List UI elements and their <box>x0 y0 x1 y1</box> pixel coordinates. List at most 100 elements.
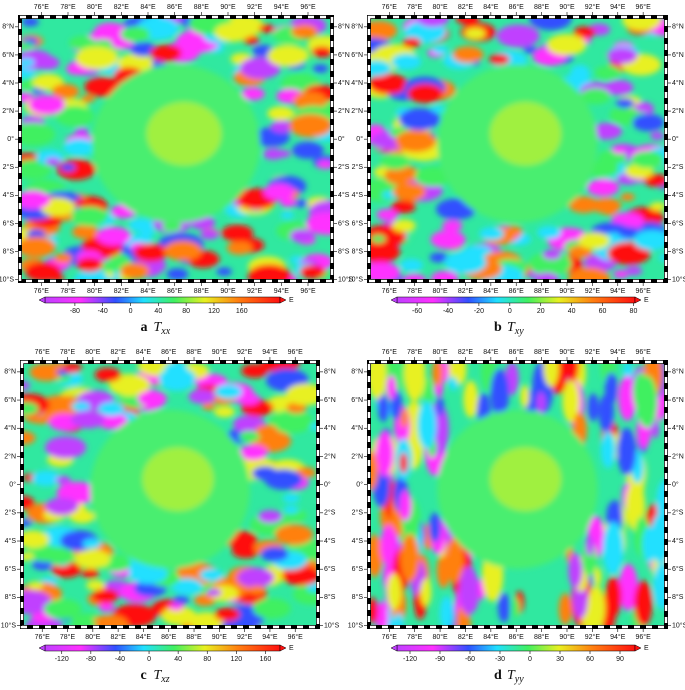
lon-label: 96°E <box>636 287 652 295</box>
blob <box>291 24 318 39</box>
blob <box>370 234 386 243</box>
blob <box>53 253 73 264</box>
colorbar <box>396 644 636 652</box>
blob <box>20 42 34 51</box>
lon-label: 80°E <box>87 287 103 295</box>
lat-label: 2°S <box>5 509 17 517</box>
lat-label: 8°S <box>5 593 17 601</box>
blob <box>395 129 437 153</box>
lon-label: 92°E <box>585 633 601 641</box>
lat-label: 4°N <box>324 424 336 432</box>
lon-label: 94°E <box>262 633 278 641</box>
lon-label: 82°E <box>458 348 474 356</box>
lon-label: 94°E <box>610 633 626 641</box>
lon-label: 76°E <box>35 348 51 356</box>
blob <box>593 567 602 587</box>
colorbar-end <box>634 644 642 652</box>
lon-label: 94°E <box>610 3 626 11</box>
lon-label: 90°E <box>220 3 236 11</box>
blob <box>479 227 505 241</box>
blob <box>400 408 408 428</box>
blob <box>369 362 387 400</box>
blob <box>289 229 315 243</box>
colorbar-label: -40 <box>115 656 125 663</box>
blob <box>263 148 284 160</box>
blob <box>403 362 426 402</box>
lat-label: 4°S <box>338 191 350 199</box>
blob <box>369 597 378 624</box>
blob <box>632 113 665 132</box>
colorbar-label: 60 <box>599 308 607 315</box>
blob <box>239 57 281 80</box>
blob <box>171 578 203 595</box>
blob <box>587 585 606 627</box>
blob <box>28 581 44 590</box>
blob <box>96 412 128 430</box>
blob <box>444 251 487 274</box>
blob <box>543 362 559 387</box>
lon-label: 82°E <box>114 287 130 295</box>
blob <box>214 384 243 400</box>
blob <box>263 183 295 201</box>
panel-letter: a <box>141 320 148 335</box>
colorbar <box>396 296 636 304</box>
lat-label: 6°S <box>352 219 364 227</box>
lon-label: 80°E <box>432 3 448 11</box>
blob <box>20 236 56 258</box>
lat-label: 6°N <box>324 396 336 404</box>
colorbar-label: 30 <box>556 656 564 663</box>
frame-dash <box>367 360 668 629</box>
lat-label: 8°S <box>672 247 684 255</box>
blob <box>32 559 53 571</box>
lat-label: 8°N <box>338 23 350 31</box>
lon-label: 82°E <box>111 633 127 641</box>
blob <box>20 159 51 180</box>
blob <box>75 127 89 135</box>
blob <box>653 562 666 610</box>
blob <box>568 553 583 589</box>
blob <box>618 375 637 421</box>
lat-label: 4°S <box>5 537 17 545</box>
blob <box>430 105 445 113</box>
blob <box>375 431 394 477</box>
blob <box>74 549 111 569</box>
frame-dash <box>367 15 668 283</box>
blob <box>439 596 454 627</box>
lon-label: 88°E <box>186 633 202 641</box>
blob <box>137 390 167 407</box>
blob <box>430 271 459 281</box>
lat-label: 8°S <box>352 593 364 601</box>
blob <box>45 497 79 516</box>
blob <box>237 567 275 588</box>
symbol-sub: xy <box>514 326 524 337</box>
blob <box>63 362 82 373</box>
blob <box>617 427 637 476</box>
lon-label: 94°E <box>610 287 626 295</box>
blob <box>617 226 641 239</box>
blob <box>169 603 184 611</box>
lat-label: 6°S <box>5 565 17 573</box>
colorbar-label: 160 <box>260 656 272 663</box>
lat-label: 10°S <box>348 621 364 629</box>
lat-label: 4°N <box>672 424 684 432</box>
blob <box>417 401 437 449</box>
blob <box>239 444 268 461</box>
colorbar-unit: E <box>644 297 649 304</box>
lon-label: 80°E <box>432 287 448 295</box>
blob <box>90 614 129 627</box>
blob <box>172 595 190 605</box>
blob <box>133 243 169 262</box>
blob <box>620 193 635 202</box>
blob <box>221 224 254 242</box>
lat-label: 10°S <box>0 275 14 283</box>
colorbar-label: 120 <box>208 308 220 315</box>
blob <box>384 165 421 186</box>
colorbar-end <box>634 296 642 304</box>
blob <box>291 141 324 159</box>
blob <box>63 138 96 157</box>
blob <box>214 22 251 43</box>
blob <box>306 212 332 235</box>
lat-label: 8°N <box>4 368 16 376</box>
lon-label: 84°E <box>140 3 156 11</box>
lat-label: 6°S <box>672 565 684 573</box>
